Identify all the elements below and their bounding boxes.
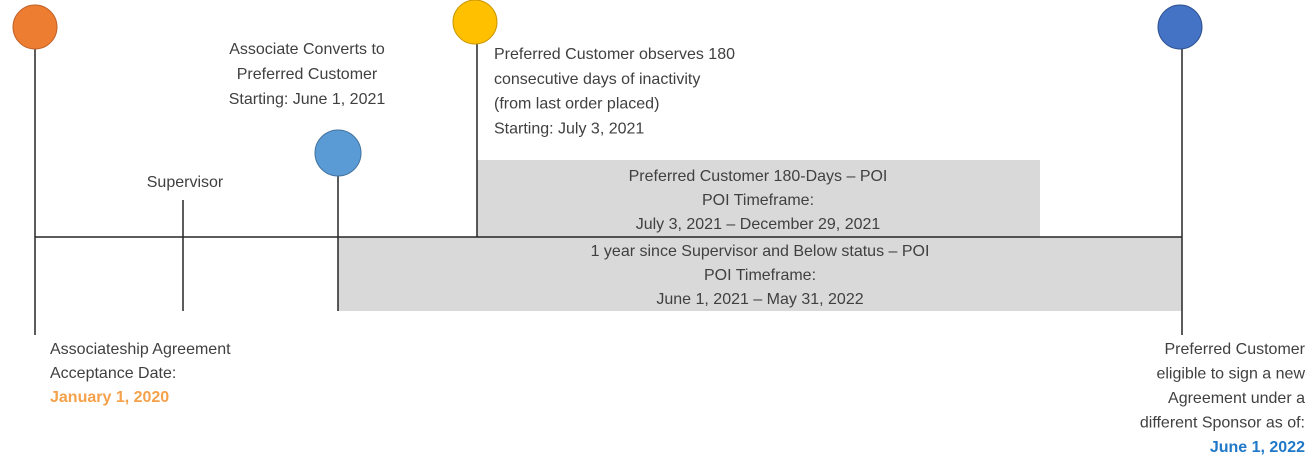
label: consecutive days of inactivity (494, 71, 700, 88)
label: eligible to sign a new (1156, 366, 1305, 383)
label: POI Timeframe: (702, 192, 814, 209)
label: 1 year since Supervisor and Below status… (591, 243, 930, 260)
marker (314, 129, 362, 177)
label: Starting: June 1, 2021 (229, 91, 386, 108)
label: Supervisor (147, 174, 224, 191)
label: January 1, 2020 (50, 389, 169, 406)
label: Preferred Customer observes 180 (494, 46, 735, 63)
label: Associateship Agreement (50, 341, 231, 358)
label: Preferred Customer (237, 66, 378, 83)
marker (452, 0, 498, 45)
label: POI Timeframe: (704, 267, 816, 284)
label: different Sponsor as of: (1140, 415, 1305, 432)
label: (from last order placed) (494, 96, 659, 113)
label: Associate Converts to (229, 41, 385, 58)
label: June 1, 2022 (1210, 439, 1305, 456)
label: Agreement under a (1168, 390, 1305, 407)
label: Starting: July 3, 2021 (494, 120, 644, 137)
label: Acceptance Date: (50, 365, 176, 382)
label: Preferred Customer 180-Days – POI (629, 168, 888, 185)
marker (1157, 4, 1203, 50)
label: July 3, 2021 – December 29, 2021 (636, 216, 881, 233)
period-box (338, 237, 1182, 311)
marker (12, 4, 58, 50)
period-box (477, 160, 1040, 237)
label: Preferred Customer (1165, 341, 1306, 358)
label: June 1, 2021 – May 31, 2022 (656, 291, 863, 308)
